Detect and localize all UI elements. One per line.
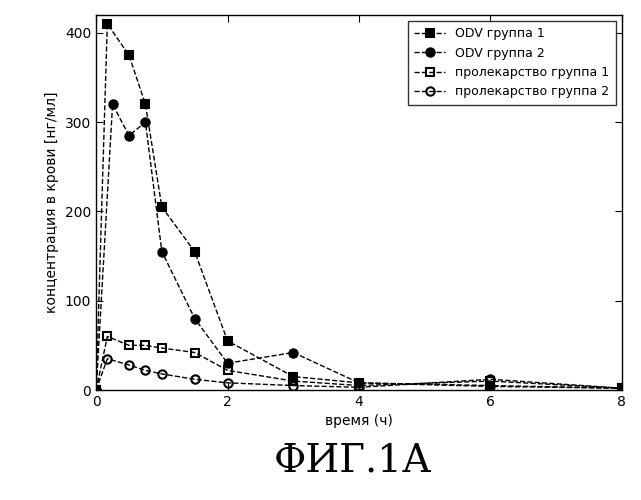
Line: пролекарство группа 1: пролекарство группа 1 (92, 332, 626, 394)
ODV группа 1 (103, 21, 111, 27)
Legend: ODV группа 1, ODV группа 2, пролекарство группа 1, пролекарство группа 2: ODV группа 1, ODV группа 2, пролекарство… (408, 21, 615, 104)
Line: ODV группа 1: ODV группа 1 (92, 20, 626, 394)
ODV группа 2 (487, 384, 494, 390)
пролекарство группа 1 (191, 350, 199, 356)
ODV группа 2 (618, 385, 626, 391)
Line: пролекарство группа 2: пролекарство группа 2 (92, 354, 626, 394)
ODV группа 1 (355, 380, 363, 386)
пролекарство группа 1 (125, 342, 133, 348)
пролекарство группа 1 (103, 334, 111, 340)
пролекарство группа 1 (224, 368, 231, 374)
пролекарство группа 2 (618, 385, 626, 391)
пролекарство группа 2 (191, 376, 199, 382)
ODV группа 2 (224, 360, 231, 366)
пролекарство группа 2 (224, 380, 231, 386)
ODV группа 2 (109, 102, 117, 107)
пролекарство группа 2 (103, 356, 111, 362)
ODV группа 1 (142, 102, 149, 107)
пролекарство группа 2 (355, 384, 363, 390)
ODV группа 1 (487, 382, 494, 388)
ODV группа 1 (290, 374, 297, 380)
ODV группа 2 (290, 350, 297, 356)
пролекарство группа 1 (618, 385, 626, 391)
Y-axis label: концентрация в крови [нг/мл]: концентрация в крови [нг/мл] (46, 92, 60, 313)
пролекарство группа 1 (158, 345, 165, 351)
пролекарство группа 1 (290, 378, 297, 384)
пролекарство группа 1 (487, 378, 494, 384)
ODV группа 1 (224, 338, 231, 344)
пролекарство группа 1 (142, 342, 149, 348)
пролекарство группа 2 (125, 362, 133, 368)
ODV группа 2 (355, 380, 363, 386)
ODV группа 2 (142, 119, 149, 125)
Line: ODV группа 2: ODV группа 2 (92, 100, 626, 394)
ODV группа 1 (125, 52, 133, 58)
ODV группа 1 (92, 387, 100, 393)
ODV группа 2 (158, 248, 165, 254)
пролекарство группа 2 (92, 387, 100, 393)
пролекарство группа 1 (355, 382, 363, 388)
ODV группа 1 (618, 385, 626, 391)
пролекарство группа 2 (158, 371, 165, 377)
пролекарство группа 2 (290, 382, 297, 388)
ODV группа 1 (158, 204, 165, 210)
ODV группа 1 (191, 248, 199, 254)
Text: ФИГ.1А: ФИГ.1А (274, 443, 431, 480)
пролекарство группа 2 (487, 376, 494, 382)
пролекарство группа 2 (142, 368, 149, 374)
ODV группа 2 (191, 316, 199, 322)
X-axis label: время (ч): время (ч) (325, 414, 393, 428)
ODV группа 2 (92, 387, 100, 393)
пролекарство группа 1 (92, 387, 100, 393)
ODV группа 2 (125, 132, 133, 138)
